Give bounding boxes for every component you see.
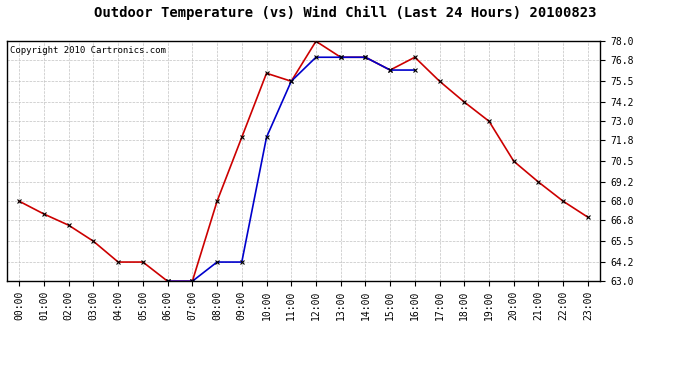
Text: Copyright 2010 Cartronics.com: Copyright 2010 Cartronics.com — [10, 46, 166, 55]
Text: Outdoor Temperature (vs) Wind Chill (Last 24 Hours) 20100823: Outdoor Temperature (vs) Wind Chill (Las… — [94, 6, 596, 20]
